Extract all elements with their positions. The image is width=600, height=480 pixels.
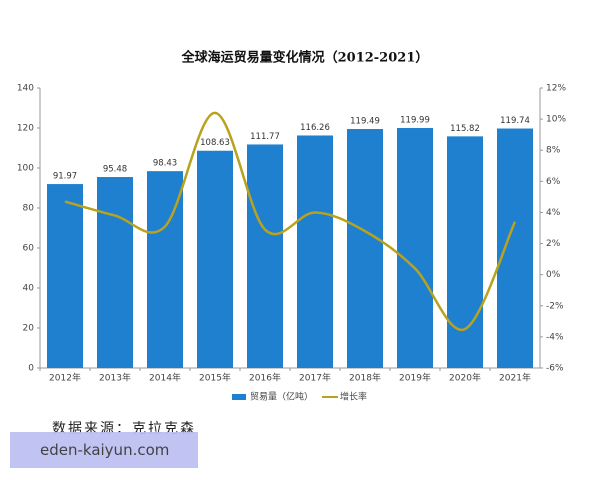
value-label: 98.43 xyxy=(153,159,177,169)
legend-swatch xyxy=(232,394,246,400)
bar xyxy=(497,128,533,368)
y2-tick-label: 0% xyxy=(546,270,561,280)
value-label: 119.74 xyxy=(500,116,530,126)
value-label: 111.77 xyxy=(250,132,280,142)
y-tick-label: 20 xyxy=(23,324,35,334)
bar xyxy=(447,136,483,368)
value-label: 108.63 xyxy=(200,138,230,148)
x-tick-label: 2020年 xyxy=(449,372,481,384)
bar xyxy=(347,129,383,368)
y-tick-label: 140 xyxy=(17,84,34,94)
y-tick-label: 60 xyxy=(23,244,35,254)
y2-tick-label: 12% xyxy=(546,84,566,94)
value-label: 91.97 xyxy=(53,172,77,182)
y2-tick-label: 6% xyxy=(546,177,561,187)
watermark: eden-kaiyun.com xyxy=(10,432,198,468)
x-tick-label: 2019年 xyxy=(399,372,431,384)
x-tick-label: 2013年 xyxy=(99,372,131,384)
y2-tick-label: -6% xyxy=(546,364,564,374)
y2-tick-label: 4% xyxy=(546,208,561,218)
y-tick-label: 80 xyxy=(23,204,35,214)
x-tick-label: 2015年 xyxy=(199,372,231,384)
bar xyxy=(297,135,333,368)
y2-tick-label: 2% xyxy=(546,239,561,249)
bar xyxy=(97,177,133,368)
y-tick-label: 0 xyxy=(28,364,34,374)
value-label: 115.82 xyxy=(450,124,480,134)
x-tick-label: 2021年 xyxy=(499,372,531,384)
legend-label: 贸易量（亿吨） xyxy=(250,391,313,403)
y2-tick-label: -2% xyxy=(546,301,564,311)
line xyxy=(64,111,517,331)
y-tick-label: 40 xyxy=(23,284,35,294)
y-tick-label: 120 xyxy=(17,124,34,134)
x-tick-label: 2016年 xyxy=(249,372,281,384)
value-label: 119.49 xyxy=(350,117,380,127)
value-label: 116.26 xyxy=(300,123,330,133)
bar xyxy=(197,150,233,368)
x-tick-label: 2014年 xyxy=(149,372,181,384)
bar xyxy=(397,128,433,368)
value-label: 119.99 xyxy=(400,116,430,126)
y2-tick-label: 8% xyxy=(546,146,561,156)
y-tick-label: 100 xyxy=(17,164,34,174)
value-label: 95.48 xyxy=(103,165,127,175)
y2-tick-label: 10% xyxy=(546,115,566,125)
x-tick-label: 2012年 xyxy=(49,372,81,384)
legend-label: 增长率 xyxy=(340,391,367,403)
x-tick-label: 2018年 xyxy=(349,372,381,384)
chart-title: 全球海运贸易量变化情况（2012-2021） xyxy=(181,50,429,66)
bar xyxy=(247,144,283,368)
bar xyxy=(47,184,83,368)
y2-tick-label: -4% xyxy=(546,332,564,342)
x-tick-label: 2017年 xyxy=(299,372,331,384)
